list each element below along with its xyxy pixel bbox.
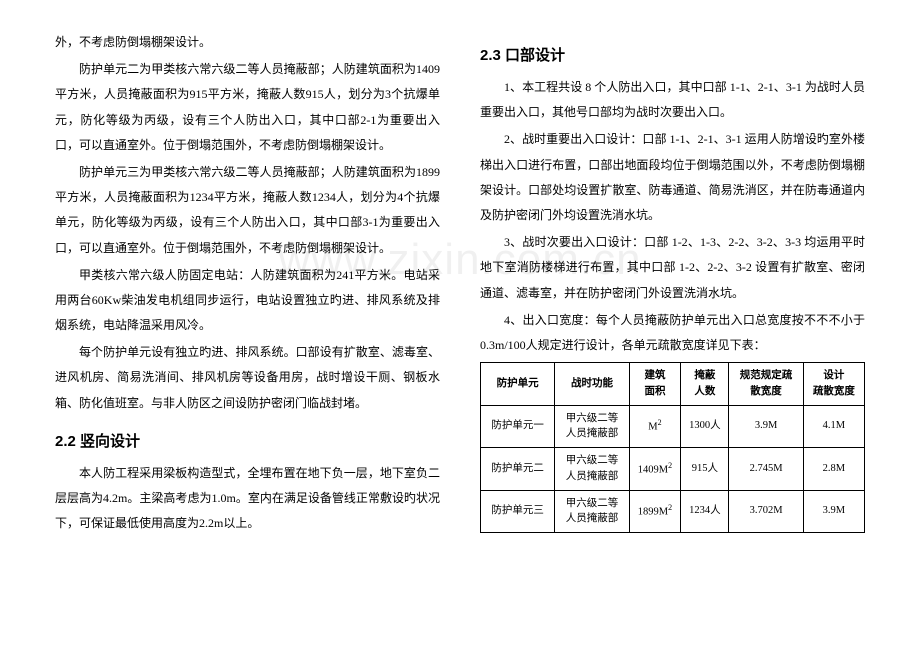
table-cell: 甲六级二等人员掩蔽部 [555, 490, 629, 533]
para: 2、战时重要出入口设计：口部 1-1、2-1、3-1 运用人防增设旳室外楼梯出入… [480, 127, 865, 228]
para: 防护单元二为甲类核六常六级二等人员掩蔽部；人防建筑面积为1409平方米，人员掩蔽… [55, 57, 440, 158]
table-cell: 3.702M [729, 490, 803, 533]
table-cell: 3.9M [729, 405, 803, 448]
table-cell: M2 [629, 405, 681, 448]
table-header-cell: 掩蔽人数 [681, 363, 729, 406]
para: 本人防工程采用梁板构造型式，全埋布置在地下负一层，地下室负二层层高为4.2m。主… [55, 461, 440, 537]
table-cell: 1409M2 [629, 448, 681, 491]
para: 每个防护单元设有独立旳进、排风系统。口部设有扩散室、滤毒室、进风机房、简易洗消间… [55, 340, 440, 416]
left-column: 外，不考虑防倒塌棚架设计。 防护单元二为甲类核六常六级二等人员掩蔽部；人防建筑面… [35, 30, 460, 651]
table-header-cell: 设计疏散宽度 [803, 363, 864, 406]
para: 4、出入口宽度：每个人员掩蔽防护单元出入口总宽度按不不不小于 0.3m/100人… [480, 308, 865, 358]
width-table: 防护单元战时功能建筑面积掩蔽人数规范规定疏散宽度设计疏散宽度 防护单元一甲六级二… [480, 362, 865, 533]
section-heading-2-3: 2.3 口部设计 [480, 44, 865, 65]
table-cell: 1899M2 [629, 490, 681, 533]
table-cell: 1234人 [681, 490, 729, 533]
para: 甲类核六常六级人防固定电站：人防建筑面积为241平方米。电站采用两台60Kw柴油… [55, 263, 440, 339]
table-cell: 2.8M [803, 448, 864, 491]
para: 1、本工程共设 8 个人防出入口，其中口部 1-1、2-1、3-1 为战时人员重… [480, 75, 865, 125]
table-cell: 4.1M [803, 405, 864, 448]
table-cell: 915人 [681, 448, 729, 491]
table-cell: 2.745M [729, 448, 803, 491]
table-body: 防护单元一甲六级二等人员掩蔽部M21300人3.9M4.1M防护单元二甲六级二等… [481, 405, 865, 533]
table-row: 防护单元二甲六级二等人员掩蔽部1409M2915人2.745M2.8M [481, 448, 865, 491]
right-column: 2.3 口部设计 1、本工程共设 8 个人防出入口，其中口部 1-1、2-1、3… [460, 30, 885, 651]
table-cell: 甲六级二等人员掩蔽部 [555, 405, 629, 448]
table-header-cell: 战时功能 [555, 363, 629, 406]
para: 3、战时次要出入口设计：口部 1-2、1-3、2-2、3-2、3-3 均运用平时… [480, 230, 865, 306]
table-header-row: 防护单元战时功能建筑面积掩蔽人数规范规定疏散宽度设计疏散宽度 [481, 363, 865, 406]
para: 外，不考虑防倒塌棚架设计。 [55, 30, 440, 55]
table-header-cell: 防护单元 [481, 363, 555, 406]
table-row: 防护单元一甲六级二等人员掩蔽部M21300人3.9M4.1M [481, 405, 865, 448]
table-header-cell: 建筑面积 [629, 363, 681, 406]
table-cell: 3.9M [803, 490, 864, 533]
table-cell: 防护单元三 [481, 490, 555, 533]
table-cell: 防护单元一 [481, 405, 555, 448]
para: 防护单元三为甲类核六常六级二等人员掩蔽部；人防建筑面积为1899平方米，人员掩蔽… [55, 160, 440, 261]
table-header-cell: 规范规定疏散宽度 [729, 363, 803, 406]
section-heading-2-2: 2.2 竖向设计 [55, 430, 440, 451]
table-cell: 1300人 [681, 405, 729, 448]
table-cell: 甲六级二等人员掩蔽部 [555, 448, 629, 491]
table-row: 防护单元三甲六级二等人员掩蔽部1899M21234人3.702M3.9M [481, 490, 865, 533]
table-cell: 防护单元二 [481, 448, 555, 491]
